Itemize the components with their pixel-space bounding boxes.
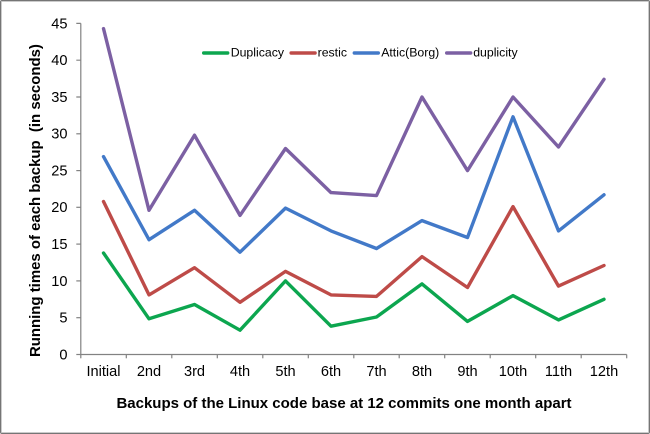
svg-text:11th: 11th xyxy=(545,364,572,380)
svg-text:45: 45 xyxy=(51,16,67,32)
svg-text:0: 0 xyxy=(59,347,67,363)
svg-text:12th: 12th xyxy=(590,364,618,380)
svg-text:15: 15 xyxy=(51,237,67,253)
svg-text:7th: 7th xyxy=(366,364,386,380)
svg-text:10th: 10th xyxy=(499,364,527,380)
svg-text:35: 35 xyxy=(51,90,67,106)
svg-text:6th: 6th xyxy=(321,364,341,380)
svg-text:Running times of each backup: Running times of each backup (in seconds… xyxy=(27,44,44,357)
svg-text:40: 40 xyxy=(51,53,67,69)
svg-text:2nd: 2nd xyxy=(137,364,161,380)
svg-text:Attic(Borg): Attic(Borg) xyxy=(381,45,439,59)
svg-text:restic: restic xyxy=(318,45,347,59)
svg-text:25: 25 xyxy=(51,164,67,180)
svg-text:duplicity: duplicity xyxy=(473,45,518,59)
svg-text:30: 30 xyxy=(51,127,67,143)
svg-text:Backups of the Linux code base: Backups of the Linux code base at 12 com… xyxy=(116,395,571,412)
svg-text:5th: 5th xyxy=(275,364,295,380)
svg-text:20: 20 xyxy=(51,200,67,216)
svg-text:10: 10 xyxy=(51,274,67,290)
svg-text:8th: 8th xyxy=(412,364,432,380)
svg-text:3rd: 3rd xyxy=(184,364,205,380)
svg-text:9th: 9th xyxy=(457,364,477,380)
svg-text:Duplicacy: Duplicacy xyxy=(231,45,285,59)
svg-text:5: 5 xyxy=(59,311,67,327)
svg-text:Initial: Initial xyxy=(86,364,120,380)
svg-text:4th: 4th xyxy=(230,364,250,380)
